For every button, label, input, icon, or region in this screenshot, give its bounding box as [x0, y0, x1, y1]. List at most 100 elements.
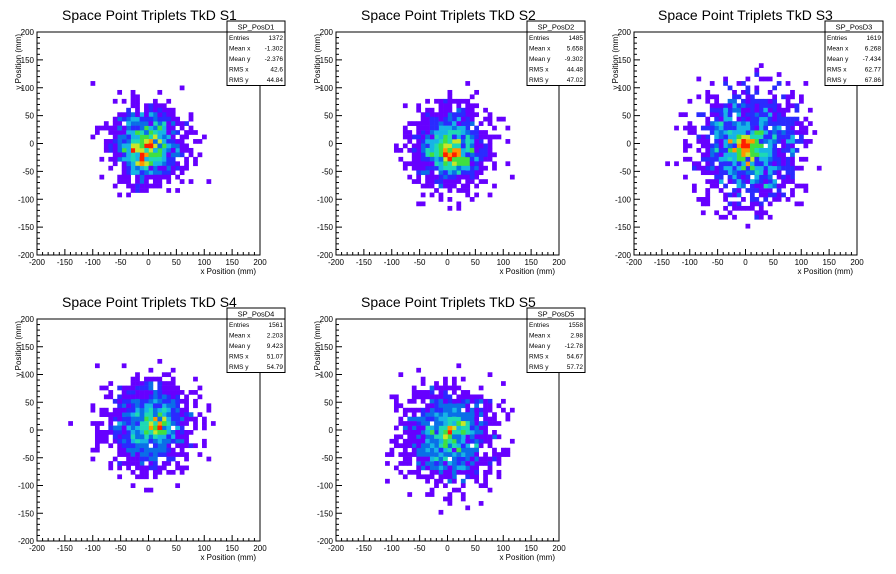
histogram-bin: [135, 381, 140, 386]
histogram-bin: [148, 403, 154, 409]
histogram-bin: [754, 121, 760, 126]
histogram-bin: [732, 201, 737, 207]
histogram-bin: [456, 469, 462, 475]
histogram-bin: [696, 165, 702, 171]
histogram-bin: [749, 152, 755, 158]
histogram-bin: [732, 156, 737, 162]
histogram-bin: [144, 174, 149, 180]
histogram-bin: [152, 103, 158, 109]
histogram-bin: [447, 447, 453, 453]
histogram-bin: [398, 434, 404, 440]
histogram-bin: [402, 447, 408, 453]
histogram-bin: [723, 214, 728, 220]
histogram-bin: [157, 174, 163, 180]
histogram-bin: [785, 107, 791, 113]
histogram-bin: [411, 134, 417, 140]
histogram-bin: [135, 416, 140, 422]
histogram-bin: [487, 156, 493, 162]
histogram-bin: [411, 421, 417, 426]
histogram-bin: [148, 381, 154, 386]
histogram-bin: [121, 421, 127, 426]
histogram-bin: [781, 94, 786, 100]
histogram-bin: [175, 421, 181, 426]
histogram-bin: [139, 147, 145, 153]
histogram-bin: [709, 152, 715, 158]
histogram-bin: [460, 483, 466, 489]
histogram-bin: [705, 121, 711, 126]
histogram-bin: [483, 130, 488, 135]
histogram-bin: [210, 421, 216, 426]
histogram-bin: [434, 469, 439, 475]
histogram-bin: [794, 107, 800, 113]
histogram-bin: [443, 456, 448, 462]
histogram-bin: [157, 125, 163, 131]
histogram-bin: [776, 134, 782, 140]
histogram-bin: [420, 183, 426, 189]
histogram-bin: [803, 143, 809, 149]
histogram-bin: [487, 438, 493, 444]
histogram-bin: [451, 421, 457, 426]
histogram-bin: [758, 121, 764, 126]
histogram-bin: [443, 412, 448, 417]
histogram-bin: [416, 130, 422, 135]
histogram-bin: [478, 412, 484, 417]
histogram-bin: [691, 188, 697, 193]
histogram-bin: [741, 183, 746, 189]
histogram-bin: [126, 425, 131, 431]
histogram-bin: [416, 121, 422, 126]
histogram-bin: [179, 179, 185, 184]
histogram-bin: [166, 139, 172, 144]
histogram-bin: [456, 170, 462, 176]
histogram-bin: [758, 174, 764, 180]
y-tick-label: 150: [21, 343, 35, 352]
histogram-bin: [505, 452, 511, 457]
histogram-bin: [465, 465, 471, 471]
histogram-bin: [152, 456, 158, 462]
histogram-bin: [451, 425, 457, 431]
histogram-bin: [456, 179, 462, 184]
histogram-bin: [474, 421, 480, 426]
histogram-bin: [794, 121, 800, 126]
histogram-bin: [121, 116, 127, 122]
histogram-bin: [429, 121, 435, 126]
histogram-bin: [112, 456, 118, 462]
histogram-bin: [170, 130, 176, 135]
histogram-bin: [434, 452, 439, 457]
histogram-bin: [420, 416, 426, 422]
histogram-bin: [170, 385, 176, 391]
histogram-bin: [175, 465, 181, 471]
histogram-bin: [139, 381, 145, 386]
histogram-bin: [758, 98, 764, 104]
histogram-bin: [166, 443, 172, 449]
histogram-bin: [700, 201, 706, 207]
histogram-bin: [487, 121, 493, 126]
histogram-bin: [758, 179, 764, 184]
histogram-bin: [736, 143, 742, 149]
histogram-bin: [402, 125, 408, 131]
histogram-bin: [139, 412, 145, 417]
histogram-bin: [402, 165, 408, 171]
histogram-bin: [438, 469, 444, 475]
histogram-bin: [416, 425, 422, 431]
histogram-bin: [429, 161, 435, 167]
histogram-bin: [451, 469, 457, 475]
histogram-bin: [451, 134, 457, 140]
histogram-bin: [674, 125, 679, 131]
histogram-bin: [483, 143, 488, 149]
histogram-bin: [144, 403, 149, 409]
x-axis-label: x Position (mm): [797, 267, 853, 276]
histogram-bin: [144, 103, 149, 109]
histogram-bin: [112, 412, 118, 417]
histogram-bin: [758, 147, 764, 153]
histogram-bin: [175, 143, 181, 149]
histogram-bin: [144, 112, 149, 118]
histogram-bin: [749, 197, 755, 202]
histogram-bin: [425, 438, 430, 444]
histogram-bin: [166, 394, 172, 400]
histogram-bin: [469, 161, 475, 167]
histogram-bin: [130, 403, 136, 409]
histogram-bin: [108, 394, 114, 400]
histogram-bin: [130, 165, 136, 171]
stats-label: RMS x: [529, 66, 549, 73]
histogram-bin: [135, 398, 140, 404]
